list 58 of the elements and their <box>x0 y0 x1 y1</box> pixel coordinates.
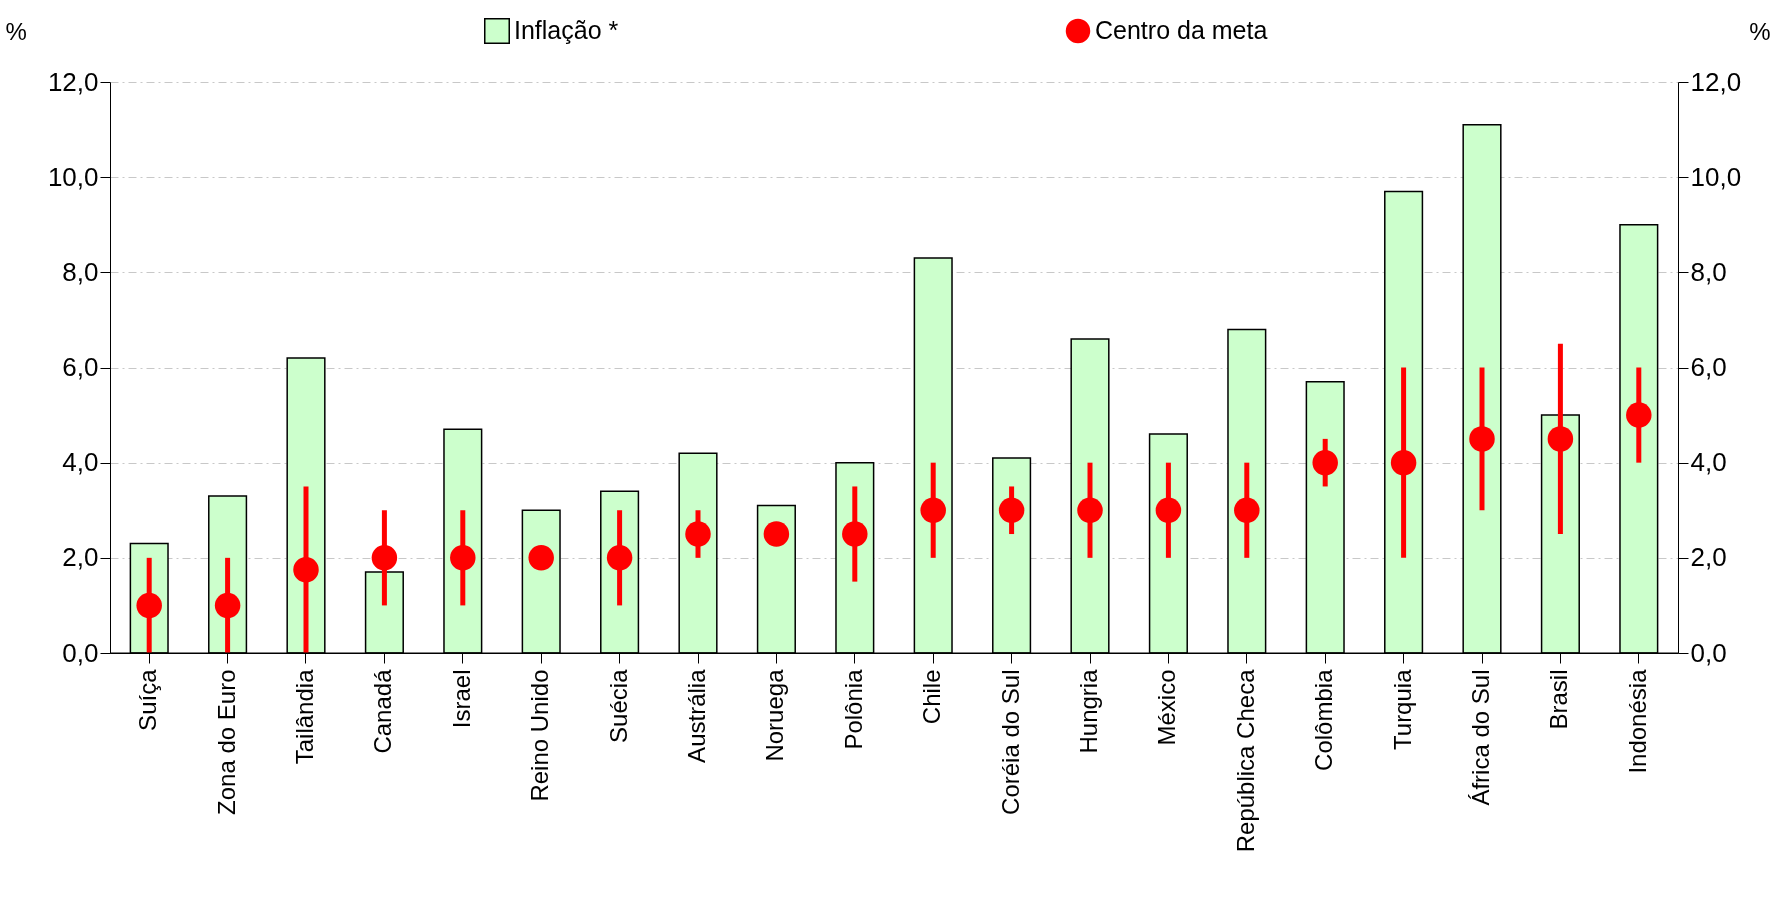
y2-tick-label: 2,0 <box>1690 542 1727 573</box>
y-tick-label: 2,0 <box>62 542 99 573</box>
x-tick-label: República Checa <box>1231 668 1259 853</box>
x-tick-label: Austrália <box>683 668 710 763</box>
point <box>1312 449 1338 476</box>
x-tick-label: Suécia <box>604 668 632 743</box>
point <box>1390 449 1417 476</box>
x-tick-label: Israel <box>447 669 475 729</box>
point <box>842 521 868 547</box>
y2-axis-title: % <box>1749 17 1771 45</box>
y2-tick-label: 4,0 <box>1690 447 1727 478</box>
x-tick-label: Turquia <box>1388 668 1416 750</box>
y-tick-label: 10,0 <box>47 161 99 192</box>
y2-tick-label: 8,0 <box>1690 256 1727 287</box>
point <box>371 545 398 571</box>
y-axis-title: % <box>5 17 27 45</box>
point <box>1626 402 1652 428</box>
point <box>450 545 476 571</box>
x-tick-label: África do Sul <box>1467 669 1494 806</box>
x-tick-label: Hungria <box>1075 668 1102 754</box>
point <box>1155 497 1182 523</box>
point <box>1547 426 1574 452</box>
y-tick-label: 8,0 <box>62 256 99 287</box>
point <box>136 592 162 619</box>
point <box>528 545 554 571</box>
y-tick-label: 4,0 <box>62 447 99 478</box>
y2-tick-label: 10,0 <box>1690 161 1742 192</box>
point <box>763 521 790 547</box>
y2-tick-label: 12,0 <box>1690 66 1742 97</box>
x-tick-label: Noruega <box>761 668 789 762</box>
y-tick-label: 0,0 <box>62 637 99 668</box>
point <box>685 521 711 547</box>
x-tick-label: Indonésia <box>1623 668 1651 774</box>
x-tick-label: Colômbia <box>1310 668 1338 771</box>
y-tick-label: 6,0 <box>62 352 99 382</box>
point <box>1077 497 1103 523</box>
x-tick-label: Coréia do Sul <box>996 669 1024 815</box>
x-tick-label: Brasil <box>1545 669 1573 730</box>
y-tick-label: 12,0 <box>47 66 99 97</box>
point <box>293 557 319 583</box>
point <box>1234 497 1260 523</box>
point <box>1469 426 1495 452</box>
point <box>214 592 241 619</box>
point <box>998 497 1025 523</box>
x-tick-label: Suíça <box>134 668 162 731</box>
y2-tick-label: 0,0 <box>1690 637 1727 668</box>
point <box>606 545 633 571</box>
x-tick-label: Polônia <box>839 668 867 750</box>
x-tick-label: Chile <box>918 669 946 725</box>
x-tick-label: Canadá <box>369 668 397 754</box>
x-tick-label: Zona do Euro <box>212 669 240 815</box>
point <box>920 497 946 523</box>
x-tick-label: Reino Unido <box>526 669 554 802</box>
x-tick-label: México <box>1153 669 1181 746</box>
legend-label: Centro da meta <box>1095 16 1268 44</box>
legend-label: Inflação * <box>514 16 619 44</box>
y2-tick-label: 6,0 <box>1690 352 1727 382</box>
x-tick-label: Tailândia <box>291 668 318 765</box>
